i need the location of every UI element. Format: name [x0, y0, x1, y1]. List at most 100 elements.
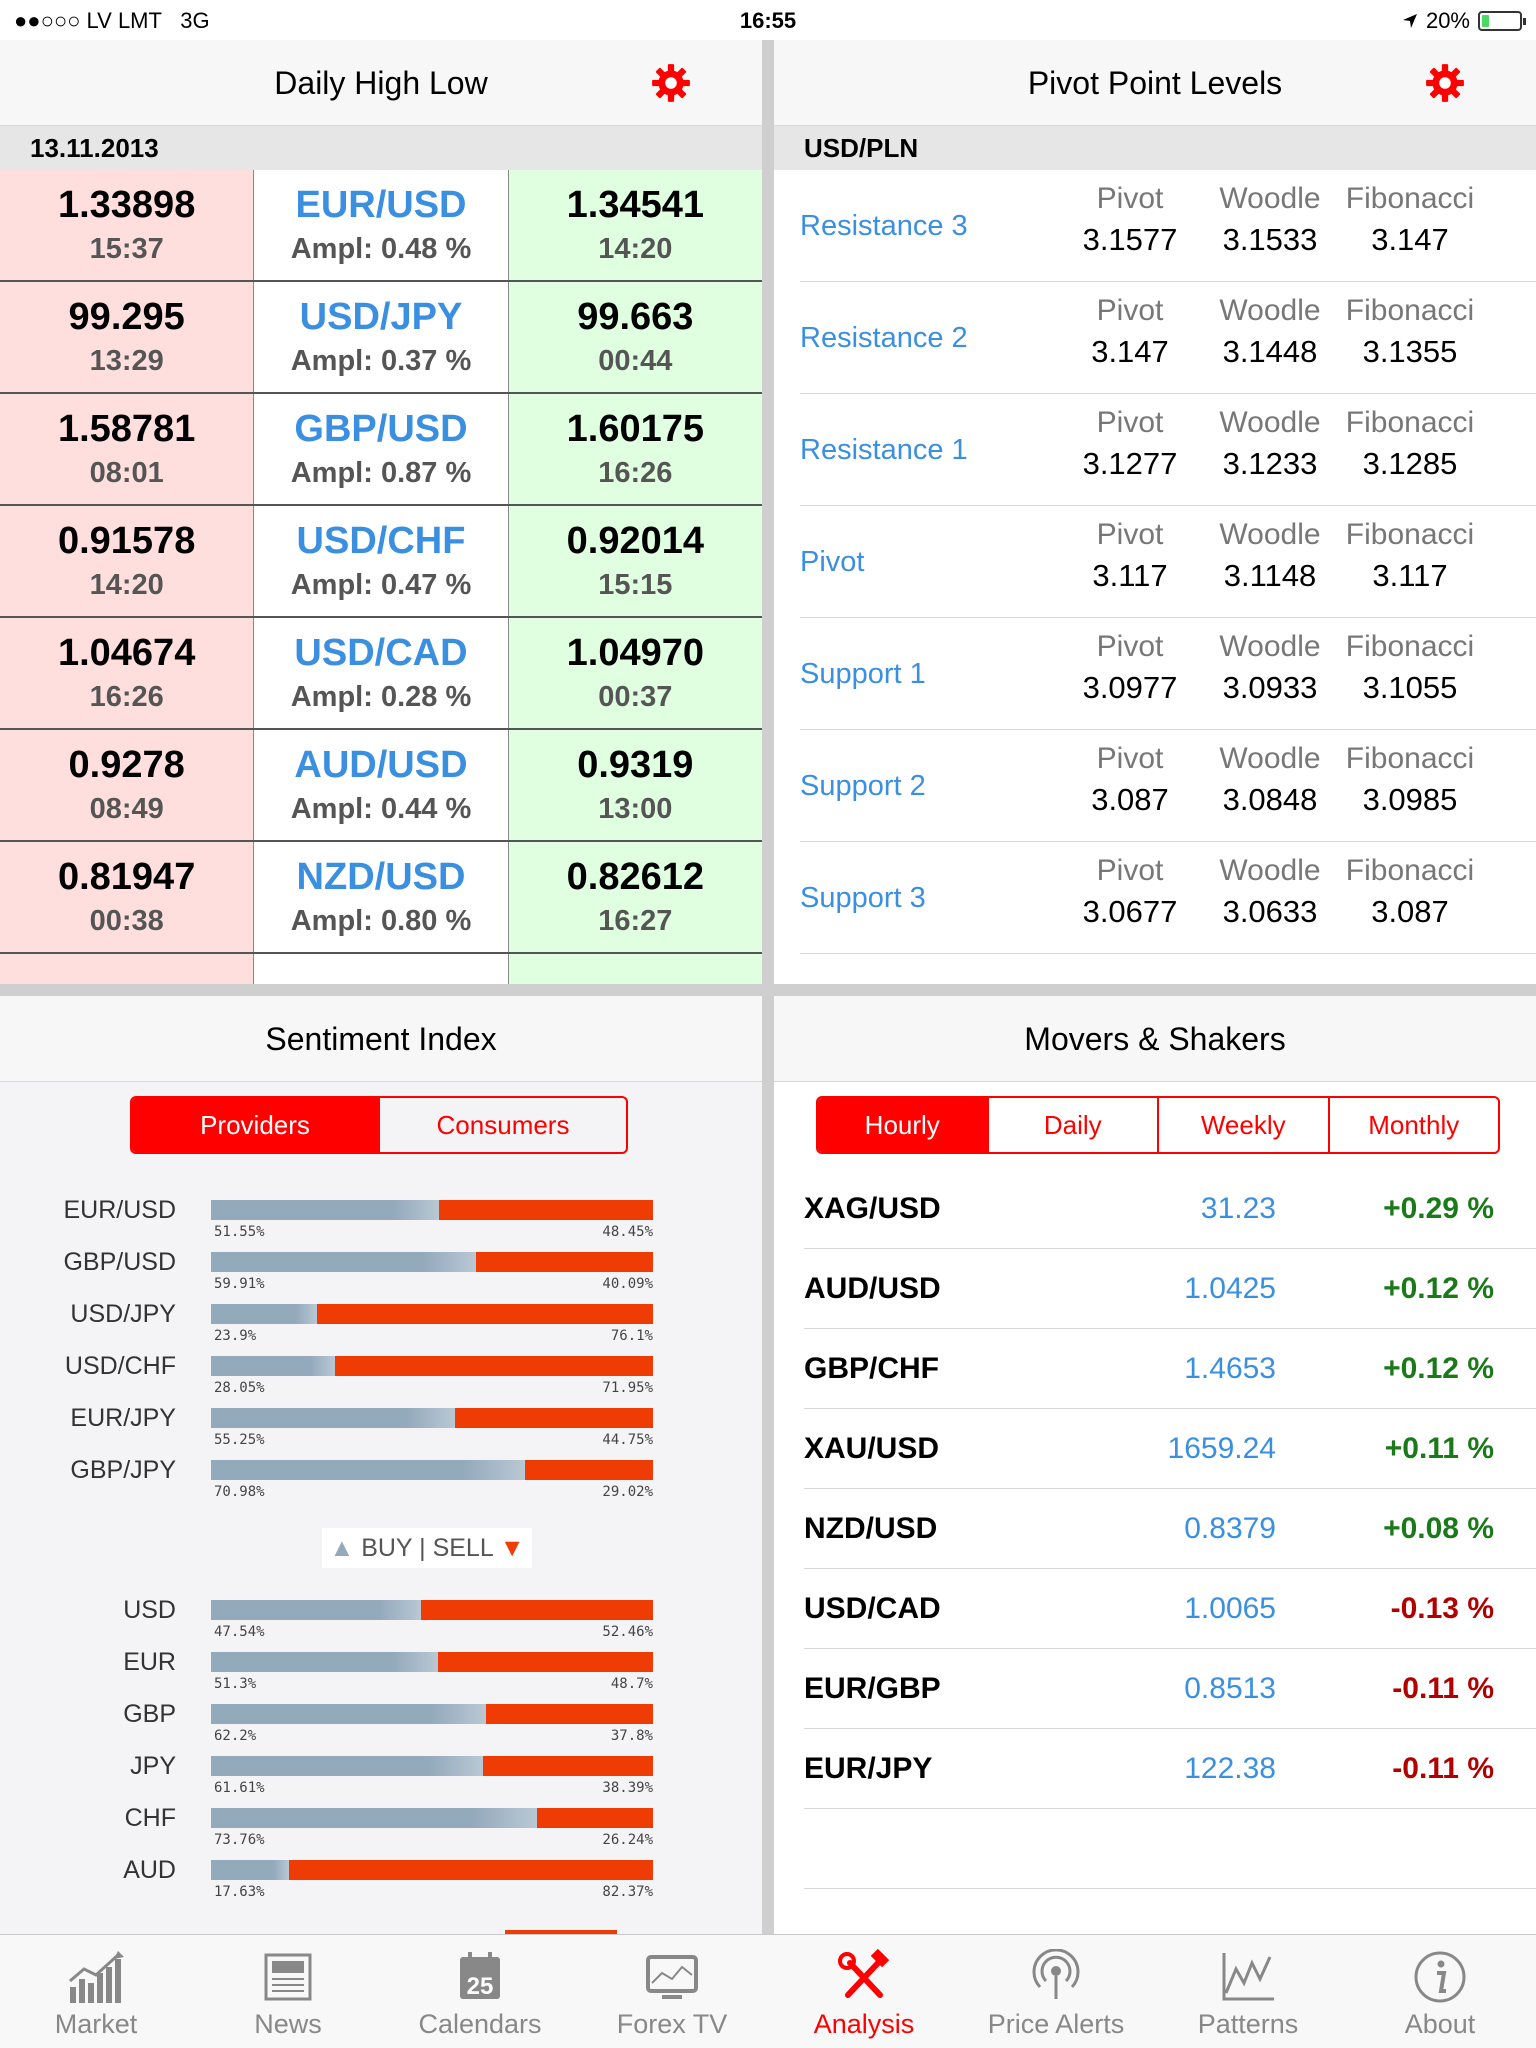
high-low-row[interactable]: 0.91578 14:20 USD/CHF Ampl: 0.47 % 0.92014 15…: [0, 506, 762, 618]
low-value: 0.9278: [68, 744, 185, 786]
sentiment-bar: [211, 1252, 653, 1272]
buy-percent: 61.61%: [214, 1780, 265, 1796]
mover-symbol: USD/CAD: [804, 1592, 941, 1625]
sentiment-label: AUD: [123, 1856, 176, 1884]
tab-weekly[interactable]: Weekly: [1157, 1098, 1328, 1152]
tab-market[interactable]: Market: [0, 1935, 192, 2048]
pivot-level-name: Support 2: [800, 770, 926, 802]
tab-consumers[interactable]: Consumers: [378, 1098, 626, 1152]
pivot-row[interactable]: Support 1 Pivot 3.0977 Woodle 3.0933 Fibonacc…: [800, 618, 1536, 730]
tab-calendars[interactable]: 25 Calendars: [384, 1935, 576, 2048]
pair-name: NZD/USD: [296, 856, 466, 898]
high-time: 16:27: [598, 905, 673, 937]
mover-price: 0.8513: [1184, 1672, 1276, 1705]
low-value: 0.91578: [57, 520, 196, 562]
gear-icon[interactable]: [1424, 62, 1466, 104]
low-value: 0.81947: [57, 856, 196, 898]
mover-change: -0.11 %: [1392, 1752, 1494, 1785]
mover-row[interactable]: NZD/USD 0.8379 +0.08 %: [804, 1489, 1536, 1569]
gear-icon[interactable]: [650, 62, 692, 104]
pivot-column-label: Pivot: [1096, 854, 1164, 887]
tab-bar: Market News 25 Calendars Forex TV Analys…: [0, 1934, 1536, 2048]
mover-change: +0.12 %: [1383, 1272, 1494, 1305]
high-low-row[interactable]: 1.04674 16:26 USD/CAD Ampl: 0.28 % 1.04970 00…: [0, 618, 762, 730]
pivot-row[interactable]: Support 3 Pivot 3.0677 Woodle 3.0633 Fibonacc…: [800, 842, 1536, 954]
high-low-row[interactable]: 1.33898 15:37 EUR/USD Ampl: 0.48 % 1.34541 14…: [0, 170, 762, 282]
pivot-row[interactable]: Resistance 2 Pivot 3.147 Woodle 3.1448 Fibona…: [800, 282, 1536, 394]
mover-row[interactable]: USD/CAD 1.0065 -0.13 %: [804, 1569, 1536, 1649]
pivot-column-label: Woodle: [1219, 294, 1321, 327]
tab-news[interactable]: News: [192, 1935, 384, 2048]
low-cell: 1.33898 15:37: [0, 170, 255, 280]
high-low-row[interactable]: 99.295 13:29 USD/JPY Ampl: 0.37 % 99.663 00:4…: [0, 282, 762, 394]
pivot-column-label: Fibonacci: [1345, 518, 1475, 551]
buy-percent: 23.9%: [214, 1328, 257, 1344]
low-cell: 0.91578 14:20: [0, 506, 255, 616]
sell-percent: 71.95%: [602, 1380, 653, 1396]
pivot-row[interactable]: Resistance 3 Pivot 3.1577 Woodle 3.1533 Fibon…: [800, 170, 1536, 282]
high-cell: 99.663 00:44: [507, 282, 762, 392]
tab-analysis[interactable]: Analysis: [768, 1935, 960, 2048]
pair-cell: USD/CAD Ampl: 0.28 %: [254, 618, 508, 728]
tab-providers[interactable]: Providers: [132, 1098, 378, 1152]
pivot-point-panel: Pivot Point Levels USD/PLN Resistance 3 P…: [774, 40, 1536, 984]
high-low-row[interactable]: 0.9278 08:49 AUD/USD Ampl: 0.44 % 0.9319 13:0…: [0, 730, 762, 842]
sell-bar: [437, 1652, 653, 1672]
amplitude: Ampl: 0.47 %: [290, 569, 472, 601]
high-value: 0.82612: [566, 856, 704, 898]
mover-symbol: NZD/USD: [804, 1512, 938, 1545]
pivot-column-label: Woodle: [1219, 406, 1321, 439]
buy-bar: [211, 1808, 538, 1828]
pivot-row[interactable]: Pivot Pivot 3.117 Woodle 3.1148 Fibonacci 3.11…: [800, 506, 1536, 618]
tab-hourly[interactable]: Hourly: [818, 1098, 987, 1152]
pivot-row[interactable]: Resistance 1 Pivot 3.1277 Woodle 3.1233 Fibon…: [800, 394, 1536, 506]
pivot-title: Pivot Point Levels: [1027, 65, 1283, 101]
low-cell: 1.58781 08:01: [0, 394, 255, 504]
mover-row[interactable]: XAU/USD 1659.24 +0.11 %: [804, 1409, 1536, 1489]
tab-monthly[interactable]: Monthly: [1327, 1098, 1499, 1152]
pivot-column-label: Pivot: [1096, 182, 1164, 215]
tab-forex-tv[interactable]: Forex TV: [576, 1935, 768, 2048]
high-low-row[interactable]: 0.81947 00:38 NZD/USD Ampl: 0.80 % 0.82612 16…: [0, 842, 762, 954]
tab-daily[interactable]: Daily: [986, 1098, 1158, 1152]
tab-price-alerts[interactable]: Price Alerts: [960, 1935, 1152, 2048]
mover-price: 122.38: [1184, 1752, 1276, 1785]
tab-analysis-label: Analysis: [813, 2009, 915, 2039]
sentiment-label: USD: [123, 1596, 176, 1624]
pivot-level-name: Support 1: [800, 658, 926, 690]
buy-percent: 51.3%: [214, 1676, 257, 1692]
sentiment-label: USD/CHF: [64, 1352, 176, 1380]
sentiment-segmented-control: Providers Consumers: [130, 1096, 628, 1154]
pivot-column-label: Pivot: [1096, 630, 1164, 663]
high-low-row[interactable]: 1.58781 08:01 GBP/USD Ampl: 0.87 % 1.60175 16…: [0, 394, 762, 506]
sell-percent: 52.46%: [602, 1624, 653, 1640]
mover-price: 1.4653: [1184, 1352, 1276, 1385]
mover-row[interactable]: EUR/JPY 122.38 -0.11 %: [804, 1729, 1536, 1809]
pivot-value: 3.0633: [1222, 894, 1318, 929]
sell-percent: 40.09%: [602, 1276, 653, 1292]
pivot-row[interactable]: Support 2 Pivot 3.087 Woodle 3.0848 Fibonacci…: [800, 730, 1536, 842]
pivot-value: 3.087: [1371, 894, 1449, 929]
buy-bar: [211, 1408, 456, 1428]
tab-patterns[interactable]: Patterns: [1152, 1935, 1344, 2048]
mover-row[interactable]: AUD/USD 1.0425 +0.12 %: [804, 1249, 1536, 1329]
mover-row[interactable]: EUR/GBP 0.8513 -0.11 %: [804, 1649, 1536, 1729]
high-time: 00:44: [598, 345, 673, 377]
pivot-column-label: Woodle: [1219, 854, 1321, 887]
daily-high-low-title: Daily High Low: [274, 65, 488, 101]
buy-percent: 55.25%: [214, 1432, 265, 1448]
pivot-value: 3.1448: [1222, 334, 1318, 369]
pair-cell: NZD/USD Ampl: 0.80 %: [254, 842, 508, 952]
tab-news-label: News: [254, 2009, 322, 2039]
high-time: 00:37: [598, 681, 673, 713]
pivot-column-label: Pivot: [1096, 294, 1164, 327]
tab-about[interactable]: About: [1344, 1935, 1536, 2048]
buy-triangle-icon: ▲: [329, 1534, 355, 1562]
daily-high-low-panel: Daily High Low 13.11.2013 1.33898 15:37 EU…: [0, 40, 762, 984]
sell-percent: 48.7%: [610, 1676, 653, 1692]
mover-row[interactable]: GBP/CHF 1.4653 +0.12 %: [804, 1329, 1536, 1409]
mover-row[interactable]: XAG/USD 31.23 +0.29 %: [804, 1169, 1536, 1249]
pivot-value: 3.0985: [1362, 782, 1458, 817]
pivot-column-label: Fibonacci: [1345, 854, 1475, 887]
sentiment-row: USD 47.54% 52.46%: [0, 1596, 760, 1648]
